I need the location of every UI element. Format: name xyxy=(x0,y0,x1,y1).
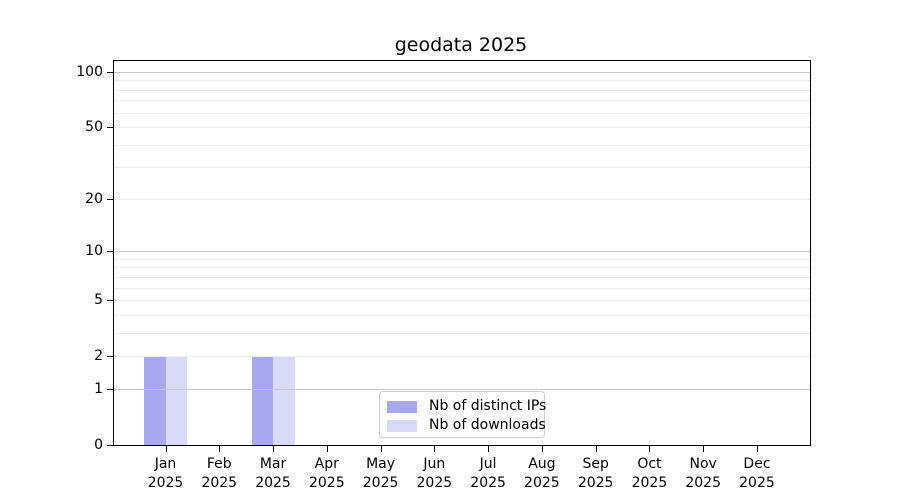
x-tick-mark xyxy=(326,446,328,452)
gridline-minor xyxy=(114,332,810,334)
y-tick-label: 20 xyxy=(85,190,103,207)
x-tick-mark xyxy=(380,446,382,452)
x-tick-year: 2025 xyxy=(577,475,614,491)
x-tick-label-nov: Nov 2025 xyxy=(671,455,735,493)
y-tick-label: 2 xyxy=(94,348,103,365)
legend-item-downloads: Nb of downloads xyxy=(387,416,546,435)
y-tick-mark xyxy=(107,127,114,129)
x-tick-month: Mar xyxy=(259,456,287,472)
y-tick-label: 50 xyxy=(85,119,103,136)
y-tick-mark xyxy=(107,388,114,390)
gridline-minor xyxy=(114,80,810,82)
plot-inner xyxy=(114,61,810,445)
y-tick-mark xyxy=(107,356,114,358)
x-tick-month: Feb xyxy=(206,456,232,472)
gridline-major xyxy=(114,251,810,253)
x-tick-mark xyxy=(219,446,221,452)
y-tick-mark xyxy=(107,445,114,446)
legend-swatch-distinct-ips xyxy=(387,400,417,413)
y-tick-mark xyxy=(107,198,114,200)
gridline-major xyxy=(114,71,810,73)
x-tick-year: 2025 xyxy=(524,475,560,491)
x-tick-month: Sep xyxy=(582,456,609,472)
chart-title: geodata 2025 xyxy=(394,34,528,56)
bar-downloads-jan xyxy=(165,356,187,445)
x-tick-year: 2025 xyxy=(255,475,291,491)
x-tick-mark xyxy=(541,446,543,452)
gridline-minor xyxy=(114,144,810,146)
x-tick-label-jun: Jun 2025 xyxy=(402,455,466,493)
x-tick-label-dec: Dec 2025 xyxy=(725,455,789,493)
y-tick-label: 0 xyxy=(94,437,103,453)
x-tick-year: 2025 xyxy=(147,475,184,491)
x-tick-label-mar: Mar 2025 xyxy=(241,455,305,493)
x-tick-mark xyxy=(165,446,167,452)
gridline-minor xyxy=(114,356,810,358)
x-tick-year: 2025 xyxy=(470,475,506,491)
y-tick-mark xyxy=(107,300,114,302)
gridline-major xyxy=(114,388,810,390)
x-tick-month: Oct xyxy=(637,456,662,472)
x-tick-month: Jun xyxy=(423,456,446,472)
x-tick-label-aug: Aug 2025 xyxy=(510,455,574,493)
x-tick-label-jan: Jan 2025 xyxy=(134,455,198,493)
legend-label-distinct-ips: Nb of distinct IPs xyxy=(429,398,547,414)
bar-distinct-ips-jan xyxy=(144,356,166,445)
x-tick-label-apr: Apr 2025 xyxy=(295,455,359,493)
x-tick-year: 2025 xyxy=(631,475,668,491)
x-tick-month: Apr xyxy=(314,456,339,472)
gridline-minor xyxy=(114,314,810,316)
x-tick-mark xyxy=(595,446,597,452)
gridline-minor xyxy=(114,112,810,114)
x-tick-year: 2025 xyxy=(416,475,453,491)
x-tick-label-oct: Oct 2025 xyxy=(617,455,681,493)
x-tick-month: Jul xyxy=(479,456,497,472)
legend-item-distinct-ips: Nb of distinct IPs xyxy=(387,397,547,416)
y-tick-mark xyxy=(107,71,114,73)
x-tick-mark xyxy=(703,446,705,452)
y-tick-label: 10 xyxy=(85,243,103,260)
x-tick-year: 2025 xyxy=(362,475,399,491)
gridline-minor xyxy=(114,276,810,278)
x-tick-mark xyxy=(273,446,275,452)
x-tick-mark xyxy=(488,446,490,452)
y-tick-label: 1 xyxy=(94,380,103,397)
x-tick-month: Aug xyxy=(528,456,556,472)
bar-downloads-mar xyxy=(273,356,295,445)
x-tick-year: 2025 xyxy=(739,475,775,491)
gridline-minor xyxy=(114,300,810,302)
x-tick-label-feb: Feb 2025 xyxy=(187,455,251,493)
y-tick-mark xyxy=(107,251,114,253)
x-tick-year: 2025 xyxy=(685,475,721,491)
legend-label-downloads: Nb of downloads xyxy=(429,417,546,433)
gridline-minor xyxy=(114,127,810,129)
x-tick-label-sep: Sep 2025 xyxy=(564,455,628,493)
x-tick-month: Dec xyxy=(743,456,771,472)
x-tick-month: May xyxy=(366,456,396,472)
x-tick-label-may: May 2025 xyxy=(349,455,413,493)
x-tick-mark xyxy=(649,446,651,452)
x-tick-mark xyxy=(756,446,758,452)
gridline-minor xyxy=(114,100,810,102)
bar-distinct-ips-mar xyxy=(251,356,274,445)
y-tick-label: 5 xyxy=(94,292,103,309)
x-tick-mark xyxy=(434,446,436,452)
x-tick-year: 2025 xyxy=(308,475,345,491)
gridline-minor xyxy=(114,258,810,260)
legend: Nb of distinct IPs Nb of downloads xyxy=(379,391,547,438)
x-tick-year: 2025 xyxy=(201,475,238,491)
x-tick-month: Jan xyxy=(154,456,177,472)
gridline-minor xyxy=(114,167,810,169)
x-tick-label-jul: Jul 2025 xyxy=(456,455,520,493)
x-tick-month: Nov xyxy=(689,456,717,472)
plot-area xyxy=(113,60,811,446)
gridline-minor xyxy=(114,89,810,91)
gridline-minor xyxy=(114,198,810,200)
gridline-minor xyxy=(114,287,810,289)
gridline-minor xyxy=(114,267,810,269)
y-tick-label: 100 xyxy=(76,63,103,80)
legend-swatch-downloads xyxy=(387,419,417,432)
